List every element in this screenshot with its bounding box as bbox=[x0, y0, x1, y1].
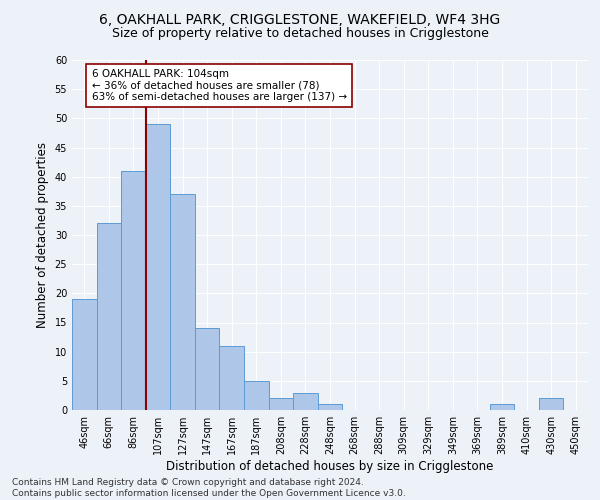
Bar bbox=[97, 224, 121, 410]
Y-axis label: Number of detached properties: Number of detached properties bbox=[36, 142, 49, 328]
Text: 6 OAKHALL PARK: 104sqm
← 36% of detached houses are smaller (78)
63% of semi-det: 6 OAKHALL PARK: 104sqm ← 36% of detached… bbox=[92, 69, 347, 102]
Bar bbox=[490, 404, 514, 410]
Bar bbox=[318, 404, 342, 410]
Bar bbox=[121, 171, 146, 410]
Text: Size of property relative to detached houses in Crigglestone: Size of property relative to detached ho… bbox=[112, 28, 488, 40]
Bar bbox=[72, 299, 97, 410]
Bar bbox=[539, 398, 563, 410]
Text: Contains HM Land Registry data © Crown copyright and database right 2024.
Contai: Contains HM Land Registry data © Crown c… bbox=[12, 478, 406, 498]
Bar bbox=[170, 194, 195, 410]
Bar bbox=[293, 392, 318, 410]
Bar bbox=[244, 381, 269, 410]
Bar bbox=[146, 124, 170, 410]
Text: 6, OAKHALL PARK, CRIGGLESTONE, WAKEFIELD, WF4 3HG: 6, OAKHALL PARK, CRIGGLESTONE, WAKEFIELD… bbox=[100, 12, 500, 26]
Bar bbox=[220, 346, 244, 410]
Bar bbox=[269, 398, 293, 410]
X-axis label: Distribution of detached houses by size in Crigglestone: Distribution of detached houses by size … bbox=[166, 460, 494, 473]
Bar bbox=[195, 328, 220, 410]
